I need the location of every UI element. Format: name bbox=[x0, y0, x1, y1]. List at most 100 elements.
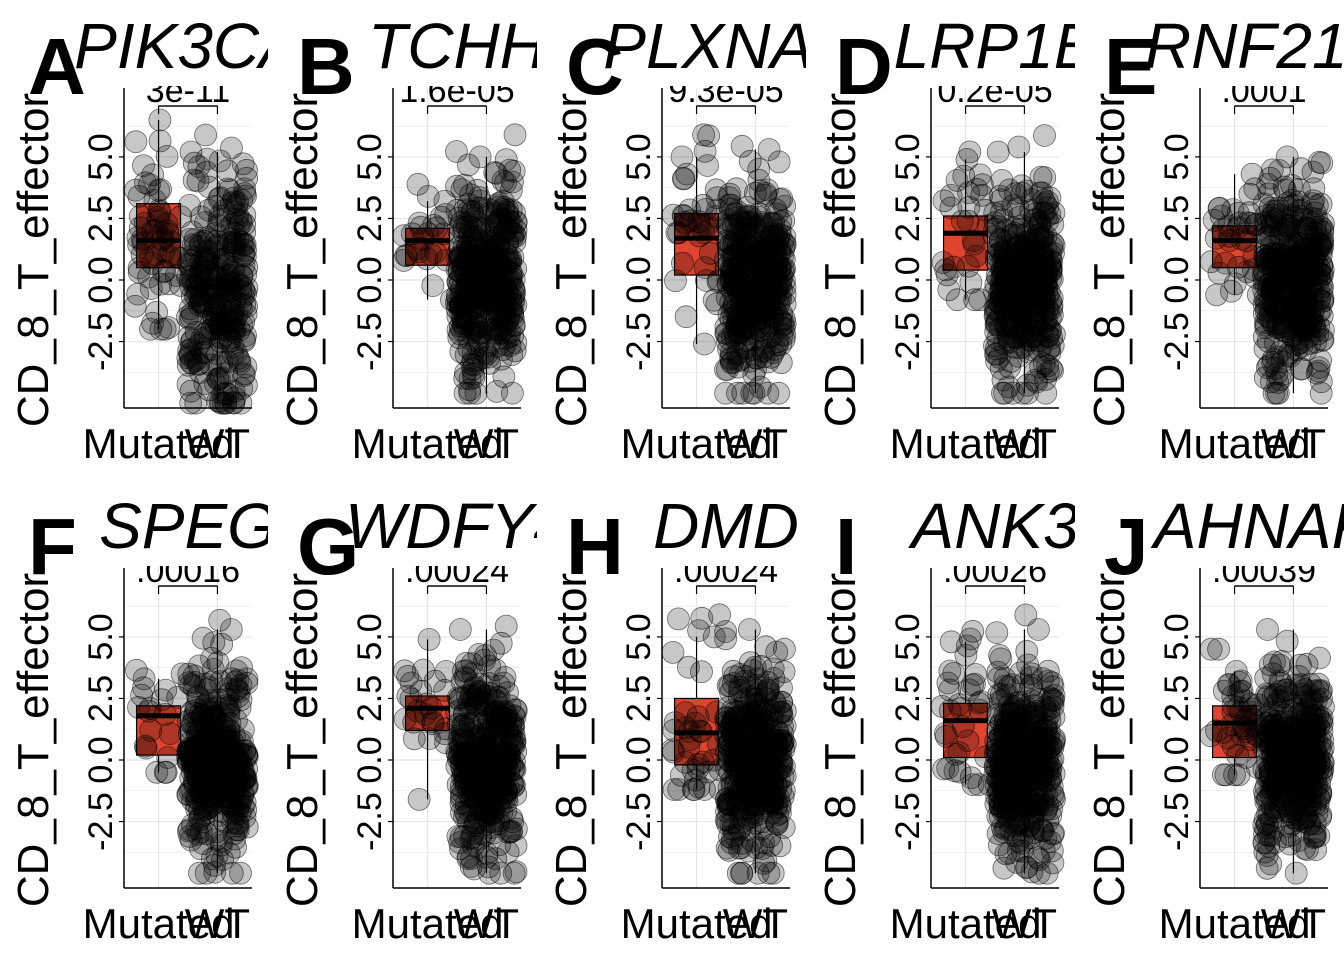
data-point bbox=[1214, 251, 1237, 275]
data-point bbox=[157, 316, 181, 339]
data-point bbox=[716, 235, 740, 259]
y-tick-label: 2.5 bbox=[82, 195, 120, 242]
data-point bbox=[1299, 257, 1323, 281]
data-point bbox=[1218, 673, 1241, 697]
data-point bbox=[956, 254, 980, 278]
data-point bbox=[494, 614, 518, 638]
y-tick-label: 0.0 bbox=[889, 256, 927, 303]
data-point bbox=[767, 150, 791, 174]
data-point bbox=[126, 282, 150, 306]
data-point bbox=[459, 855, 483, 878]
x-tick-label-wt: WT bbox=[1261, 420, 1326, 467]
data-point bbox=[194, 211, 218, 234]
y-tick-label: -2.5 bbox=[351, 792, 389, 851]
y-tick-label: -2.5 bbox=[889, 312, 927, 371]
data-point bbox=[1307, 150, 1331, 174]
data-point bbox=[214, 729, 238, 752]
data-point bbox=[692, 123, 715, 147]
data-point bbox=[153, 317, 177, 341]
data-point bbox=[169, 205, 193, 229]
data-point bbox=[1275, 629, 1299, 653]
data-point bbox=[1221, 694, 1245, 717]
data-point bbox=[730, 134, 754, 158]
data-point bbox=[178, 193, 202, 217]
y-tick-label: 2.5 bbox=[889, 195, 927, 242]
data-point bbox=[220, 667, 244, 691]
data-point bbox=[755, 294, 778, 318]
x-tick-label-wt: WT bbox=[992, 900, 1057, 947]
data-point bbox=[662, 778, 686, 801]
data-point bbox=[128, 204, 152, 228]
data-point bbox=[934, 258, 958, 282]
data-point bbox=[148, 108, 172, 132]
data-point bbox=[1002, 785, 1026, 808]
gene-title: DMD bbox=[653, 490, 799, 562]
panel-j: -2.50.02.55.0MutatedWTCD_8_T_effector.00… bbox=[1085, 490, 1344, 947]
panel-letter: G bbox=[297, 502, 359, 591]
data-point bbox=[193, 326, 217, 350]
data-point bbox=[460, 296, 484, 320]
data-point bbox=[210, 830, 234, 853]
panel-letter: H bbox=[566, 502, 624, 591]
data-point bbox=[1009, 302, 1033, 326]
y-axis-title: CD_8_T_effector bbox=[1085, 573, 1134, 907]
gene-title: WDFY4 bbox=[345, 490, 569, 562]
data-point bbox=[141, 311, 165, 335]
data-point bbox=[197, 175, 221, 199]
panel-c: -2.50.02.55.0MutatedWTCD_8_T_effector9.3… bbox=[547, 10, 806, 467]
panel-letter: B bbox=[297, 22, 355, 111]
y-tick-label: 5.0 bbox=[1158, 133, 1196, 180]
panel-letter: D bbox=[835, 22, 893, 111]
data-point bbox=[137, 265, 161, 289]
data-point bbox=[1306, 359, 1330, 383]
data-point bbox=[993, 765, 1017, 789]
data-point bbox=[1256, 618, 1279, 641]
x-tick-label-wt: WT bbox=[185, 420, 250, 467]
y-axis-title: CD_8_T_effector bbox=[547, 573, 596, 907]
data-point bbox=[445, 140, 468, 163]
data-point bbox=[958, 140, 982, 164]
data-point bbox=[989, 188, 1013, 212]
data-point bbox=[463, 218, 487, 242]
data-point bbox=[407, 788, 431, 811]
data-point bbox=[1311, 234, 1335, 258]
data-point bbox=[211, 391, 235, 415]
data-point bbox=[773, 232, 797, 256]
data-point bbox=[186, 169, 210, 193]
data-point bbox=[1289, 331, 1313, 354]
data-point bbox=[1039, 768, 1062, 792]
data-point bbox=[226, 203, 249, 227]
data-point bbox=[233, 203, 257, 227]
data-point bbox=[1255, 289, 1278, 313]
data-point bbox=[185, 817, 209, 841]
data-point bbox=[230, 377, 254, 400]
wt-group bbox=[1252, 618, 1335, 885]
data-point bbox=[448, 618, 472, 641]
data-point bbox=[468, 145, 492, 169]
data-point bbox=[194, 239, 218, 263]
y-tick-label: 5.0 bbox=[351, 133, 389, 180]
data-point bbox=[234, 373, 258, 397]
data-point bbox=[748, 708, 771, 732]
data-point bbox=[222, 231, 246, 255]
data-point bbox=[235, 166, 259, 190]
data-point bbox=[194, 123, 218, 147]
gene-title: SPEG bbox=[99, 490, 277, 562]
data-point bbox=[695, 213, 719, 237]
data-point bbox=[725, 177, 748, 201]
x-tick-label-mutated: Mutated bbox=[83, 420, 235, 467]
gene-title: RNF213 bbox=[1145, 10, 1344, 82]
data-point bbox=[1018, 328, 1042, 352]
mutated-group bbox=[123, 108, 193, 341]
data-point bbox=[450, 714, 474, 738]
x-tick-label-wt: WT bbox=[992, 420, 1057, 467]
data-point bbox=[753, 336, 776, 360]
data-point bbox=[146, 209, 170, 233]
data-point bbox=[1220, 279, 1243, 303]
data-point bbox=[936, 756, 960, 780]
x-tick-label-wt: WT bbox=[723, 900, 788, 947]
data-point bbox=[959, 766, 983, 790]
y-tick-label: 2.5 bbox=[1158, 195, 1196, 242]
data-point bbox=[754, 183, 777, 207]
data-point bbox=[132, 154, 155, 178]
